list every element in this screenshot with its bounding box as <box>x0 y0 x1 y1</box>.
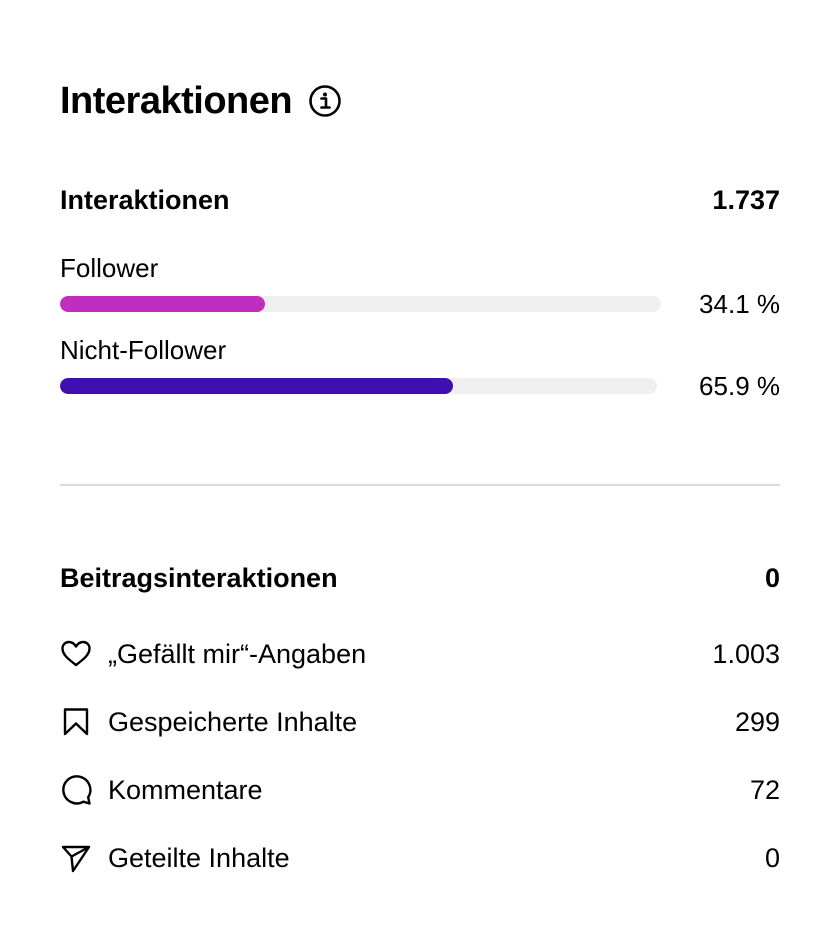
comments-value: 72 <box>749 774 780 805</box>
comment-icon <box>60 774 92 806</box>
interactions-summary-row: Interaktionen 1.737 <box>60 182 780 218</box>
insights-panel: Interaktionen Interaktionen 1.737 Follow… <box>60 0 780 934</box>
follower-percent: 34.1 % <box>699 289 780 319</box>
likes-label: „Gefällt mir“-Angaben <box>108 638 367 669</box>
post-interactions-row: Beitragsinteraktionen 0 <box>60 560 780 596</box>
non-follower-label: Nicht-Follower <box>60 335 227 365</box>
saves-row: Gespeicherte Inhalte 299 <box>60 704 780 740</box>
page-header: Interaktionen <box>60 78 342 124</box>
likes-row: „Gefällt mir“-Angaben 1.003 <box>60 636 780 672</box>
follower-bar-fill <box>60 296 265 312</box>
shares-value: 0 <box>764 842 780 873</box>
bookmark-icon <box>60 706 92 738</box>
follower-bar-track <box>60 296 661 312</box>
info-icon[interactable] <box>308 84 342 118</box>
interactions-summary-label: Interaktionen <box>60 184 230 215</box>
comments-label: Kommentare <box>108 774 263 805</box>
non-follower-bar-track <box>60 378 657 394</box>
post-interactions-value: 0 <box>764 562 780 593</box>
saves-value: 299 <box>734 706 780 737</box>
saves-label: Gespeicherte Inhalte <box>108 706 358 737</box>
non-follower-percent: 65.9 % <box>699 371 780 401</box>
likes-value: 1.003 <box>712 638 780 669</box>
post-interactions-label: Beitragsinteraktionen <box>60 562 338 593</box>
heart-icon <box>60 638 92 670</box>
shares-row: Geteilte Inhalte 0 <box>60 840 780 876</box>
section-divider <box>60 484 780 486</box>
follower-label: Follower <box>60 253 159 283</box>
share-icon <box>60 842 92 874</box>
comments-row: Kommentare 72 <box>60 772 780 808</box>
page-title: Interaktionen <box>60 79 293 122</box>
shares-label: Geteilte Inhalte <box>108 842 290 873</box>
non-follower-bar-fill <box>60 378 454 394</box>
interactions-summary-value: 1.737 <box>712 184 780 215</box>
